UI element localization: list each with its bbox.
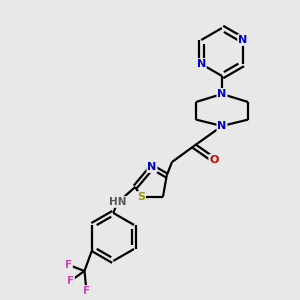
Text: O: O xyxy=(209,155,219,165)
Text: F: F xyxy=(67,276,74,286)
Text: N: N xyxy=(147,162,157,172)
Text: F: F xyxy=(83,286,90,296)
Text: HN: HN xyxy=(109,197,126,207)
Text: N: N xyxy=(218,89,226,99)
Text: F: F xyxy=(65,260,72,270)
Text: S: S xyxy=(137,192,145,202)
Text: N: N xyxy=(238,35,248,45)
Text: N: N xyxy=(196,59,206,69)
Text: N: N xyxy=(218,121,226,131)
